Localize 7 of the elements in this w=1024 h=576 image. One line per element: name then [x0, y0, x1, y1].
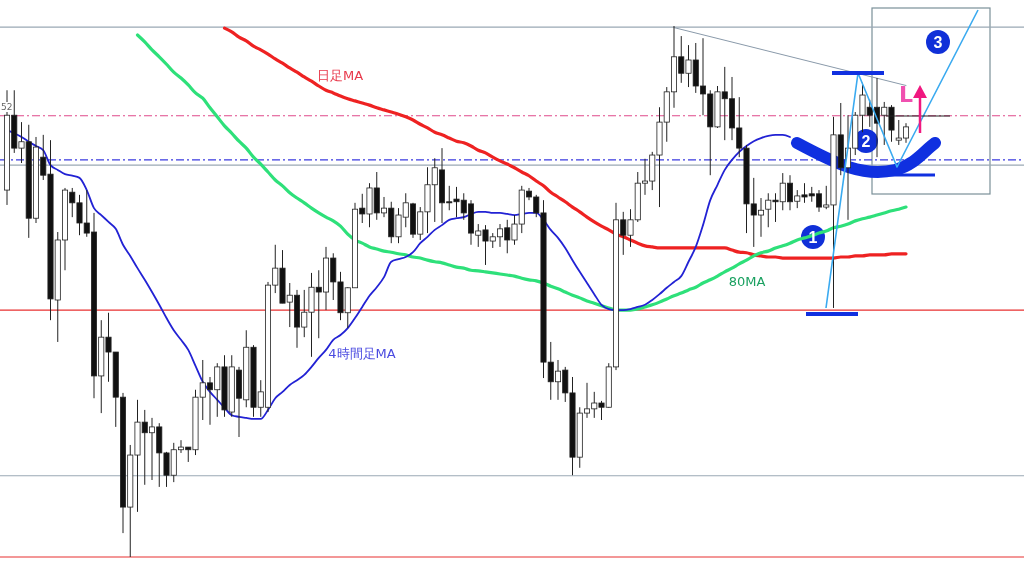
annotation: 4時間足MA: [328, 346, 396, 361]
annotation: 52: [1, 102, 13, 112]
annotation: L: [898, 82, 914, 107]
text: 3: [933, 34, 943, 51]
annotation: 80MA: [728, 274, 766, 289]
annotation: 2: [861, 133, 871, 150]
annotation: 日足MA: [316, 68, 364, 83]
